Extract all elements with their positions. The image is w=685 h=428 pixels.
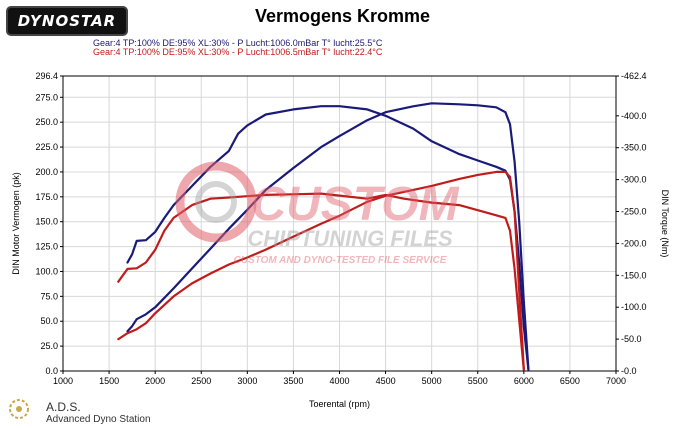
left-tick-label: 275.0 <box>35 92 58 102</box>
x-tick-label: 7000 <box>606 376 626 386</box>
x-tick-label: 3500 <box>283 376 303 386</box>
left-tick-label: 100.0 <box>35 266 58 276</box>
ads-logo-icon <box>9 399 29 419</box>
right-axis-ticks: -0.0 -50.0 -100.0 -150.0 -200.0 -250.0 -300.0 -… <box>616 71 647 376</box>
logo-text: DYNOSTAR <box>17 12 117 30</box>
left-tick-label: 150.0 <box>35 217 58 227</box>
footer-subtitle: Advanced Dyno Station <box>46 414 151 425</box>
footer-brand: A.D.S. <box>46 400 81 414</box>
right-axis-label: DIN Torque (Nm) <box>660 190 670 258</box>
x-tick-label: 3000 <box>237 376 257 386</box>
left-axis-label: DIN Motor Vermogen (pk) <box>11 172 21 275</box>
left-tick-label: 250.0 <box>35 117 58 127</box>
right-tick-label: -300.0 <box>621 175 647 185</box>
run1-conditions: Gear:4 TP:100% DE:95% XL:30% - P Lucht:1… <box>93 38 383 48</box>
grid-lines <box>62 75 617 372</box>
x-tick-label: 5000 <box>422 376 442 386</box>
x-axis-label: Toerental (rpm) <box>309 399 370 409</box>
right-tick-label: -350.0 <box>621 143 647 153</box>
run2-conditions: Gear:4 TP:100% DE:95% XL:30% - P Lucht:1… <box>93 47 383 57</box>
x-tick-label: 2500 <box>191 376 211 386</box>
x-tick-label: 6000 <box>514 376 534 386</box>
series-run2-power <box>117 170 525 371</box>
left-tick-label: 50.0 <box>40 316 58 326</box>
right-tick-label: -100.0 <box>621 302 647 312</box>
right-tick-label: -0.0 <box>621 366 637 376</box>
right-tick-label: -400.0 <box>621 111 647 121</box>
x-axis-ticks: 1000 1500 2000 2500 3000 3500 4000 4500 5000 5500… <box>53 371 626 386</box>
x-tick-label: 4500 <box>376 376 396 386</box>
x-tick-label: 2000 <box>145 376 165 386</box>
right-tick-label: -250.0 <box>621 207 647 217</box>
x-tick-label: 1500 <box>99 376 119 386</box>
right-tick-label: -150.0 <box>621 270 647 280</box>
x-tick-label: 1000 <box>53 376 73 386</box>
right-tick-label: -462.4 <box>621 71 647 81</box>
dynostar-logo: DYNOSTAR <box>6 6 128 36</box>
x-tick-label: 4000 <box>329 376 349 386</box>
chart-title: Vermogens Kromme <box>254 6 431 26</box>
right-tick-label: -200.0 <box>621 238 647 248</box>
left-tick-label: 175.0 <box>35 192 58 202</box>
series-run1-power <box>126 102 530 371</box>
x-tick-label: 5500 <box>468 376 488 386</box>
left-tick-label: 200.0 <box>35 167 58 177</box>
left-tick-label: 296.4 <box>35 71 58 81</box>
x-tick-label: 6500 <box>560 376 580 386</box>
left-tick-label: 0.0 <box>45 366 58 376</box>
series-run2-torque <box>117 192 525 371</box>
left-tick-label: 125.0 <box>35 242 58 252</box>
left-tick-label: 225.0 <box>35 142 58 152</box>
right-tick-label: -50.0 <box>621 334 642 344</box>
left-tick-label: 25.0 <box>40 341 58 351</box>
series-run1-torque <box>126 105 530 371</box>
series-lines <box>117 102 530 371</box>
left-tick-label: 75.0 <box>40 291 58 301</box>
left-axis-ticks: 0.0 25.0 50.0 75.0 100.0 125.0 150.0 175.0 200.0… <box>35 71 63 376</box>
